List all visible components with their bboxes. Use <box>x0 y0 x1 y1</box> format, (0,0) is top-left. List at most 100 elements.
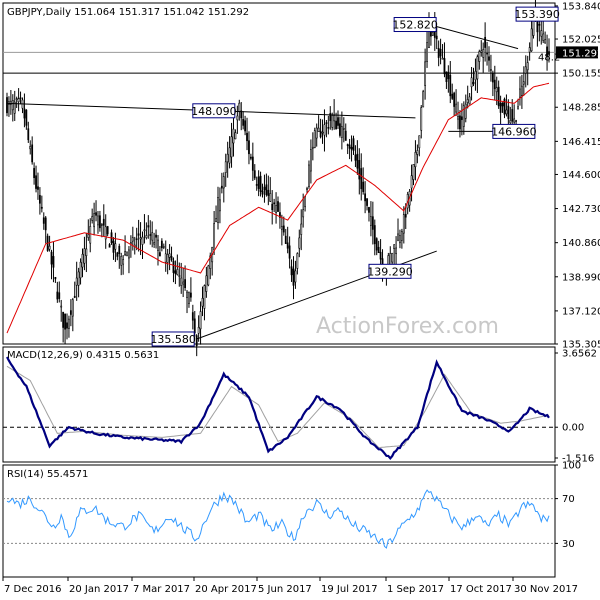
candle-body <box>348 144 351 149</box>
candle-body <box>35 175 37 189</box>
candle-body <box>77 271 80 286</box>
candle-body <box>170 256 173 261</box>
candle-body <box>538 23 541 26</box>
candle-body <box>306 188 308 190</box>
candle-body <box>106 226 109 235</box>
candle-body <box>230 136 233 158</box>
candle-body <box>395 247 397 255</box>
candle-body <box>89 226 92 244</box>
candle-body <box>162 246 165 248</box>
candle-body <box>526 62 529 71</box>
candle-body <box>486 52 488 55</box>
candle-body <box>488 56 490 61</box>
candle-body <box>410 175 413 189</box>
candle-body <box>104 226 107 240</box>
candle-body <box>102 218 105 226</box>
candle-body <box>95 212 97 216</box>
candle-body <box>480 50 483 53</box>
annotation-box <box>151 331 195 347</box>
candle-body <box>449 75 452 97</box>
candle-body <box>201 297 204 307</box>
candle-body <box>491 72 494 83</box>
candle-body <box>490 69 492 71</box>
candle-body <box>151 232 154 241</box>
candle-body <box>389 253 392 266</box>
macd-tick-label: -1.516 <box>562 454 594 465</box>
candle-body <box>373 225 376 245</box>
price-panel-frame <box>2 2 556 345</box>
rsi-tick-label: 100 <box>562 461 581 472</box>
candle-body <box>40 206 43 209</box>
candle-body <box>118 245 121 254</box>
candle-body <box>207 265 210 286</box>
candle-body <box>265 184 268 195</box>
candle-body <box>296 253 299 269</box>
candle-body <box>180 277 183 286</box>
candle-body <box>445 71 448 82</box>
current-price-label: 151.292 <box>562 48 600 59</box>
candle-body <box>476 56 479 80</box>
candle-body <box>176 269 179 275</box>
candle-body <box>474 70 477 81</box>
candle-body <box>426 42 428 62</box>
candle-body <box>236 115 239 121</box>
candle-body <box>215 218 217 223</box>
candle-body <box>358 160 361 180</box>
candle-body <box>205 275 208 292</box>
candle-body <box>226 153 229 163</box>
partial-level-label: 48.2 <box>538 52 560 63</box>
annotation-box <box>492 123 536 139</box>
candle-body <box>157 239 159 251</box>
candle-body <box>56 291 59 300</box>
candle-body <box>466 99 469 103</box>
x-tick-label: 1 Sep 2017 <box>387 584 444 595</box>
trendline-2 <box>428 24 519 50</box>
candle-body <box>248 140 250 155</box>
candle-body <box>468 96 471 105</box>
candle-body <box>519 88 521 98</box>
candle-body <box>344 130 347 141</box>
candle-body <box>164 253 167 263</box>
candle-body <box>234 132 237 140</box>
candle-body <box>323 124 326 136</box>
candle-body <box>366 198 368 206</box>
candle-body <box>340 126 343 138</box>
candle-body <box>126 251 128 257</box>
candle-body <box>195 335 198 347</box>
price-tick-label: 148.285 <box>562 103 600 114</box>
candle-body <box>135 238 138 241</box>
candle-body <box>219 199 221 212</box>
candle-body <box>203 285 206 309</box>
candle-body <box>431 32 434 36</box>
candle-body <box>277 201 279 212</box>
annotation-label: 135.580 <box>150 333 196 346</box>
candle-body <box>540 30 543 37</box>
candle-body <box>149 234 152 236</box>
annotation-label: 148.090 <box>191 105 237 118</box>
candle-body <box>120 255 123 266</box>
candle-body <box>91 216 94 221</box>
candle-body <box>418 135 421 149</box>
watermark: ActionForex.com <box>316 314 499 339</box>
rsi-tick-label: 30 <box>562 539 575 550</box>
candle-body <box>513 118 516 123</box>
candle-body <box>50 251 53 265</box>
candle-body <box>443 58 446 75</box>
candle-body <box>482 49 485 58</box>
candle-body <box>25 109 28 126</box>
candle-body <box>412 164 415 180</box>
candle-body <box>522 81 525 85</box>
candle-body <box>313 130 316 148</box>
macd-layer <box>3 356 555 461</box>
candle-body <box>261 190 264 195</box>
candle-body <box>439 48 442 57</box>
candle-body <box>9 100 12 105</box>
candle-body <box>497 86 500 107</box>
candle-body <box>430 31 432 37</box>
candle-body <box>58 292 61 299</box>
candle-body <box>122 259 125 265</box>
candle-body <box>69 310 72 315</box>
candle-body <box>292 268 295 286</box>
chart-title: GBPJPY,Daily 151.064 151.317 151.042 151… <box>7 7 249 18</box>
